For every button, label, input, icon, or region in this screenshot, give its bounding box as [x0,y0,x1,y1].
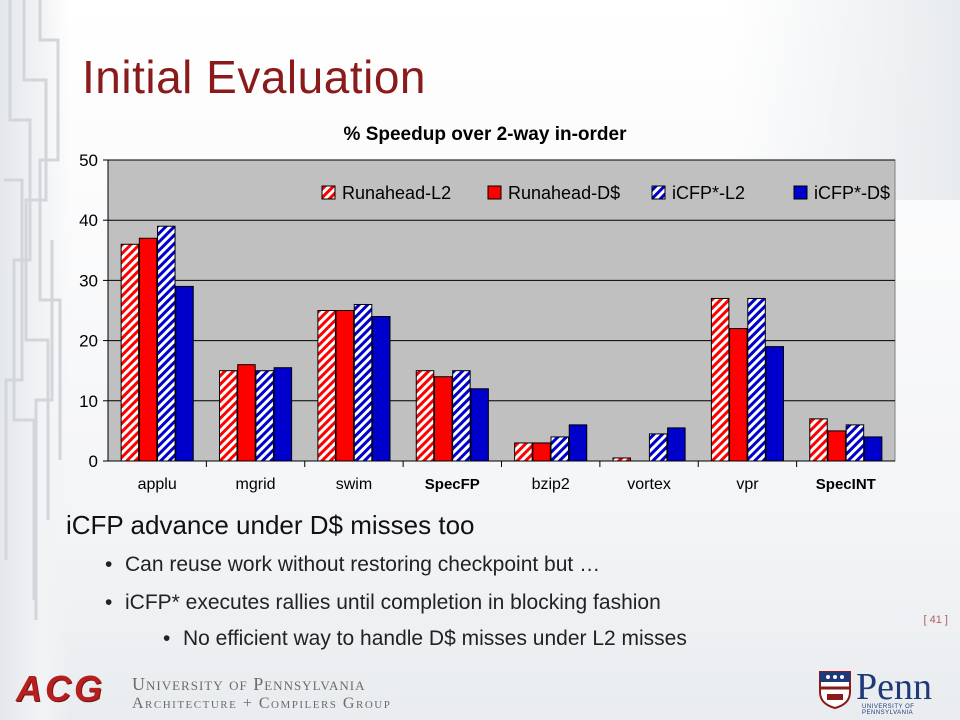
bullet-sub-3: • No efficient way to handle D$ misses un… [163,627,687,651]
legend-label: Runahead-D$ [508,183,620,203]
bar [219,370,238,462]
x-tick-label: SpecFP [425,476,480,493]
bullet-dot: • [105,553,113,576]
penn-shield-icon [819,671,851,710]
group-name: Architecture + Compilers Group [132,695,392,712]
legend-swatch [487,185,502,200]
bullet-main: iCFP advance under D$ misses too [66,510,475,541]
x-tick-label: bzip2 [532,476,570,493]
bar [452,370,471,462]
x-tick-label: swim [336,476,372,493]
x-tick-label: applu [138,476,177,493]
plot-area [107,159,896,462]
x-tick-label: vpr [736,476,759,493]
bar [273,367,293,462]
bullet-sub-1: • Can reuse work without restoring checkp… [105,553,600,577]
penn-subtitle: UNIVERSITY OF PENNSYLVANIA [862,704,915,716]
bar [809,418,828,462]
chart-title: % Speedup over 2-way in-order [343,124,627,145]
bar [175,285,194,462]
bar [550,436,570,462]
bar [415,370,435,462]
bar [120,243,140,462]
legend-swatch [321,185,336,200]
page-number: [ 41 ] [923,614,948,626]
circuit-decoration [0,0,70,720]
y-tick-label: 10 [79,392,98,411]
bar [648,433,668,462]
bar [317,310,336,462]
bar [532,442,551,462]
bar [138,237,158,462]
y-tick-label: 0 [89,452,98,471]
bar [729,328,748,462]
bar [710,297,730,462]
legend-swatch [651,185,666,200]
bar [747,297,766,462]
legend-label: Runahead-L2 [342,183,451,203]
bullet-main-text: iCFP advance under D$ misses too [66,510,475,540]
bar [353,303,373,462]
bar [335,310,355,462]
bullet-sub-2: • iCFP* executes rallies until completion… [105,591,661,615]
bar [237,364,256,462]
bar [157,225,176,462]
y-tick-label: 20 [79,332,98,351]
bullet-dot: • [163,627,171,650]
bullet-sub-3-text: No efficient way to handle D$ misses und… [183,627,687,650]
bar [255,370,274,462]
bar [568,424,588,462]
x-tick-label: mgrid [236,476,276,493]
acg-logo: ACG [16,668,105,709]
circuit-pattern-icon [4,0,62,620]
penn-logo-text: Penn [856,666,932,708]
bar [612,457,632,462]
bar [514,442,533,462]
y-tick-label: 40 [79,211,98,230]
y-tick-label: 50 [79,151,98,170]
slide-title: Initial Evaluation [82,51,426,103]
bar [863,436,883,462]
bullet-sub-2-text: iCFP* executes rallies until completion … [125,591,661,614]
bar [827,430,846,462]
bullet-sub-1-text: Can reuse work without restoring checkpo… [125,553,601,576]
bar [371,316,391,462]
bullet-dot: • [105,591,113,614]
x-tick-label: vortex [627,476,671,493]
bar [765,346,784,462]
bar [845,424,865,462]
top-right-decoration [730,0,960,200]
bar [470,388,489,462]
y-tick-label: 30 [79,271,98,290]
bar [433,376,453,462]
university-name: University of Pennsylvania [132,674,366,694]
x-tick-label: SpecINT [816,476,876,493]
bar [667,427,686,462]
